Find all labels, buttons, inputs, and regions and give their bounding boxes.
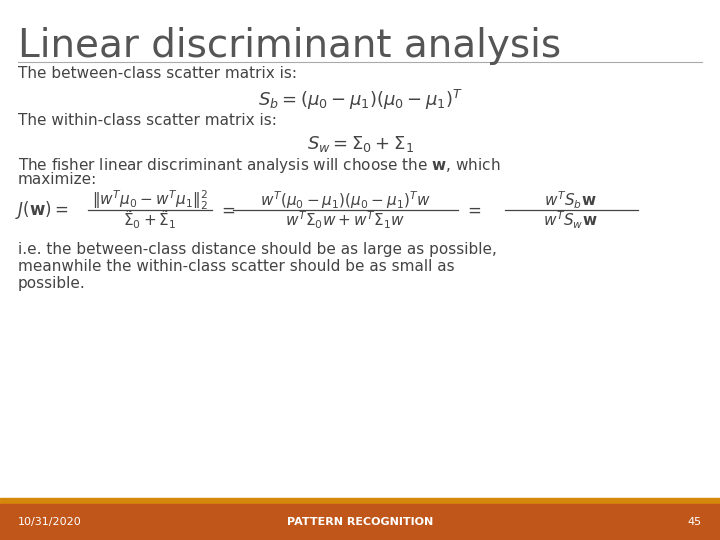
Text: maximize:: maximize: (18, 172, 97, 187)
Text: PATTERN RECOGNITION: PATTERN RECOGNITION (287, 517, 433, 527)
Text: $S_b = (\mu_0 - \mu_1)(\mu_0 - \mu_1)^T$: $S_b = (\mu_0 - \mu_1)(\mu_0 - \mu_1)^T$ (258, 88, 462, 112)
Text: i.e. the between-class distance should be as large as possible,: i.e. the between-class distance should b… (18, 242, 497, 257)
Text: The within-class scatter matrix is:: The within-class scatter matrix is: (18, 113, 277, 128)
Text: 45: 45 (688, 517, 702, 527)
Text: meanwhile the within-class scatter should be as small as: meanwhile the within-class scatter shoul… (18, 259, 454, 274)
Text: $=$: $=$ (218, 201, 235, 219)
Text: The between-class scatter matrix is:: The between-class scatter matrix is: (18, 66, 297, 81)
Text: 10/31/2020: 10/31/2020 (18, 517, 82, 527)
Text: Linear discriminant analysis: Linear discriminant analysis (18, 27, 561, 65)
Text: $=$: $=$ (464, 201, 482, 219)
Text: $S_w = \Sigma_0 + \Sigma_1$: $S_w = \Sigma_0 + \Sigma_1$ (307, 134, 413, 154)
Text: possible.: possible. (18, 276, 86, 291)
Text: $w^T\Sigma_0 w + w^T\Sigma_1 w$: $w^T\Sigma_0 w + w^T\Sigma_1 w$ (285, 210, 405, 231)
Text: $\|w^T\mu_0 - w^T\mu_1\|_2^2$: $\|w^T\mu_0 - w^T\mu_1\|_2^2$ (92, 188, 208, 212)
Text: $w^T(\mu_0 - \mu_1)(\mu_0 - \mu_1)^Tw$: $w^T(\mu_0 - \mu_1)(\mu_0 - \mu_1)^Tw$ (260, 189, 431, 211)
Text: $w^T S_w \mathbf{w}$: $w^T S_w \mathbf{w}$ (543, 210, 598, 231)
Text: $\tilde{\Sigma}_0 + \tilde{\Sigma}_1$: $\tilde{\Sigma}_0 + \tilde{\Sigma}_1$ (123, 208, 176, 231)
Text: The fisher linear discriminant analysis will choose the $\mathbf{w}$, which: The fisher linear discriminant analysis … (18, 156, 500, 175)
Text: $J(\mathbf{w}) = $: $J(\mathbf{w}) = $ (15, 199, 68, 221)
Bar (0, 504, 720, 540)
Bar (0, 498, 720, 504)
Text: $w^T S_b \mathbf{w}$: $w^T S_b \mathbf{w}$ (544, 190, 596, 211)
